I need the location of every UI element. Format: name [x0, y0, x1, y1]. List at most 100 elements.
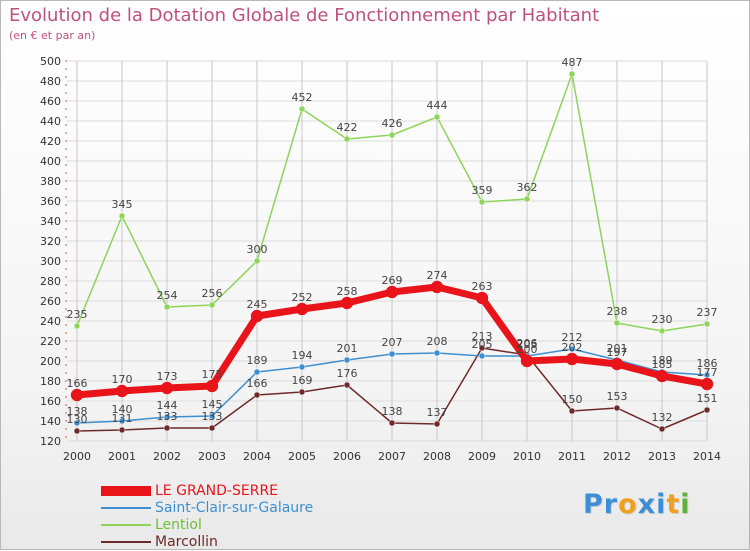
data-point-marcollin	[163, 424, 171, 432]
data-point-le-grand-serre	[610, 357, 624, 371]
data-label-saint-clair-sur-galaure: 138	[67, 405, 88, 418]
data-label-le-grand-serre: 263	[472, 280, 493, 293]
brand-letter: i	[680, 489, 691, 520]
data-label-saint-clair-sur-galaure: 145	[202, 398, 223, 411]
data-point-lentiol	[163, 303, 171, 311]
data-point-saint-clair-sur-galaure	[163, 413, 171, 421]
legend-label: LE GRAND-SERRE	[155, 483, 279, 499]
y-tick-label: 420	[40, 135, 61, 148]
data-label-lentiol: 426	[382, 117, 403, 130]
data-label-marcollin: 213	[472, 330, 493, 343]
x-tick-label: 2002	[153, 450, 181, 463]
data-label-saint-clair-sur-galaure: 194	[292, 349, 313, 362]
legend-label: Marcollin	[155, 534, 218, 550]
data-point-marcollin	[208, 424, 216, 432]
data-point-le-grand-serre	[295, 302, 309, 316]
brand-letter: r	[603, 489, 619, 520]
data-label-marcollin: 131	[112, 412, 133, 425]
x-tick-label: 2006	[333, 450, 361, 463]
data-label-marcollin: 206	[517, 337, 538, 350]
data-label-le-grand-serre: 202	[562, 341, 583, 354]
data-point-saint-clair-sur-galaure	[478, 352, 486, 360]
data-point-lentiol	[343, 135, 351, 143]
data-label-saint-clair-sur-galaure: 212	[562, 331, 583, 344]
data-label-le-grand-serre: 170	[112, 373, 133, 386]
data-point-saint-clair-sur-galaure	[118, 417, 126, 425]
data-point-marcollin	[568, 407, 576, 415]
x-tick-label: 2014	[693, 450, 721, 463]
data-point-marcollin	[253, 391, 261, 399]
data-label-saint-clair-sur-galaure: 201	[607, 342, 628, 355]
data-point-marcollin	[343, 381, 351, 389]
y-tick-label: 380	[40, 175, 61, 188]
data-point-le-grand-serre	[205, 379, 219, 393]
data-label-marcollin: 169	[292, 374, 313, 387]
data-label-marcollin: 176	[337, 367, 358, 380]
data-label-lentiol: 300	[247, 243, 268, 256]
legend-swatch	[101, 486, 151, 496]
data-point-le-grand-serre	[430, 280, 444, 294]
data-label-saint-clair-sur-galaure: 186	[697, 357, 718, 370]
data-label-le-grand-serre: 166	[67, 377, 88, 390]
data-point-marcollin	[613, 404, 621, 412]
y-tick-label: 480	[40, 75, 61, 88]
legend-swatch	[101, 524, 151, 526]
data-point-lentiol	[388, 131, 396, 139]
data-point-le-grand-serre	[655, 369, 669, 383]
brand-letter: i	[656, 489, 667, 520]
x-tick-label: 2003	[198, 450, 226, 463]
data-label-le-grand-serre: 269	[382, 274, 403, 287]
y-tick-label: 200	[40, 355, 61, 368]
y-tick-label: 340	[40, 215, 61, 228]
data-point-le-grand-serre	[700, 377, 714, 391]
data-label-lentiol: 359	[472, 184, 493, 197]
data-label-marcollin: 151	[697, 392, 718, 405]
data-label-lentiol: 230	[652, 313, 673, 326]
x-tick-label: 2008	[423, 450, 451, 463]
legend-swatch	[101, 541, 151, 543]
data-point-lentiol	[658, 327, 666, 335]
data-point-lentiol	[703, 320, 711, 328]
y-tick-label: 440	[40, 115, 61, 128]
legend-label: Saint-Clair-sur-Galaure	[155, 500, 314, 516]
chart-subtitle: (en € et par an)	[9, 29, 96, 42]
data-point-marcollin	[388, 419, 396, 427]
y-tick-label: 160	[40, 395, 61, 408]
data-point-lentiol	[253, 257, 261, 265]
data-point-le-grand-serre	[385, 285, 399, 299]
data-label-lentiol: 238	[607, 305, 628, 318]
data-label-marcollin: 133	[157, 410, 178, 423]
data-point-le-grand-serre	[250, 309, 264, 323]
data-label-lentiol: 254	[157, 289, 178, 302]
data-point-marcollin	[298, 388, 306, 396]
data-point-saint-clair-sur-galaure	[433, 349, 441, 357]
data-point-lentiol	[73, 322, 81, 330]
y-tick-label: 400	[40, 155, 61, 168]
brand-letter: x	[637, 489, 657, 520]
data-label-le-grand-serre: 274	[427, 269, 448, 282]
data-label-saint-clair-sur-galaure: 189	[247, 354, 268, 367]
y-tick-label: 360	[40, 195, 61, 208]
chart-title: Evolution de la Dotation Globale de Fonc…	[9, 5, 600, 26]
y-tick-label: 280	[40, 275, 61, 288]
x-tick-label: 2005	[288, 450, 316, 463]
data-point-lentiol	[478, 198, 486, 206]
data-label-saint-clair-sur-galaure: 205	[517, 338, 538, 351]
brand-letter: P	[583, 489, 604, 520]
data-point-marcollin	[703, 406, 711, 414]
data-label-le-grand-serre: 173	[157, 370, 178, 383]
y-tick-label: 180	[40, 375, 61, 388]
y-tick-label: 320	[40, 235, 61, 248]
x-tick-label: 2012	[603, 450, 631, 463]
data-label-marcollin: 153	[607, 390, 628, 403]
data-label-lentiol: 452	[292, 91, 313, 104]
data-label-marcollin: 130	[67, 413, 88, 426]
x-tick-label: 2013	[648, 450, 676, 463]
data-point-lentiol	[118, 212, 126, 220]
data-label-le-grand-serre: 175	[202, 368, 223, 381]
brand-letter: t	[666, 489, 681, 520]
data-label-lentiol: 345	[112, 198, 133, 211]
data-point-marcollin	[73, 427, 81, 435]
